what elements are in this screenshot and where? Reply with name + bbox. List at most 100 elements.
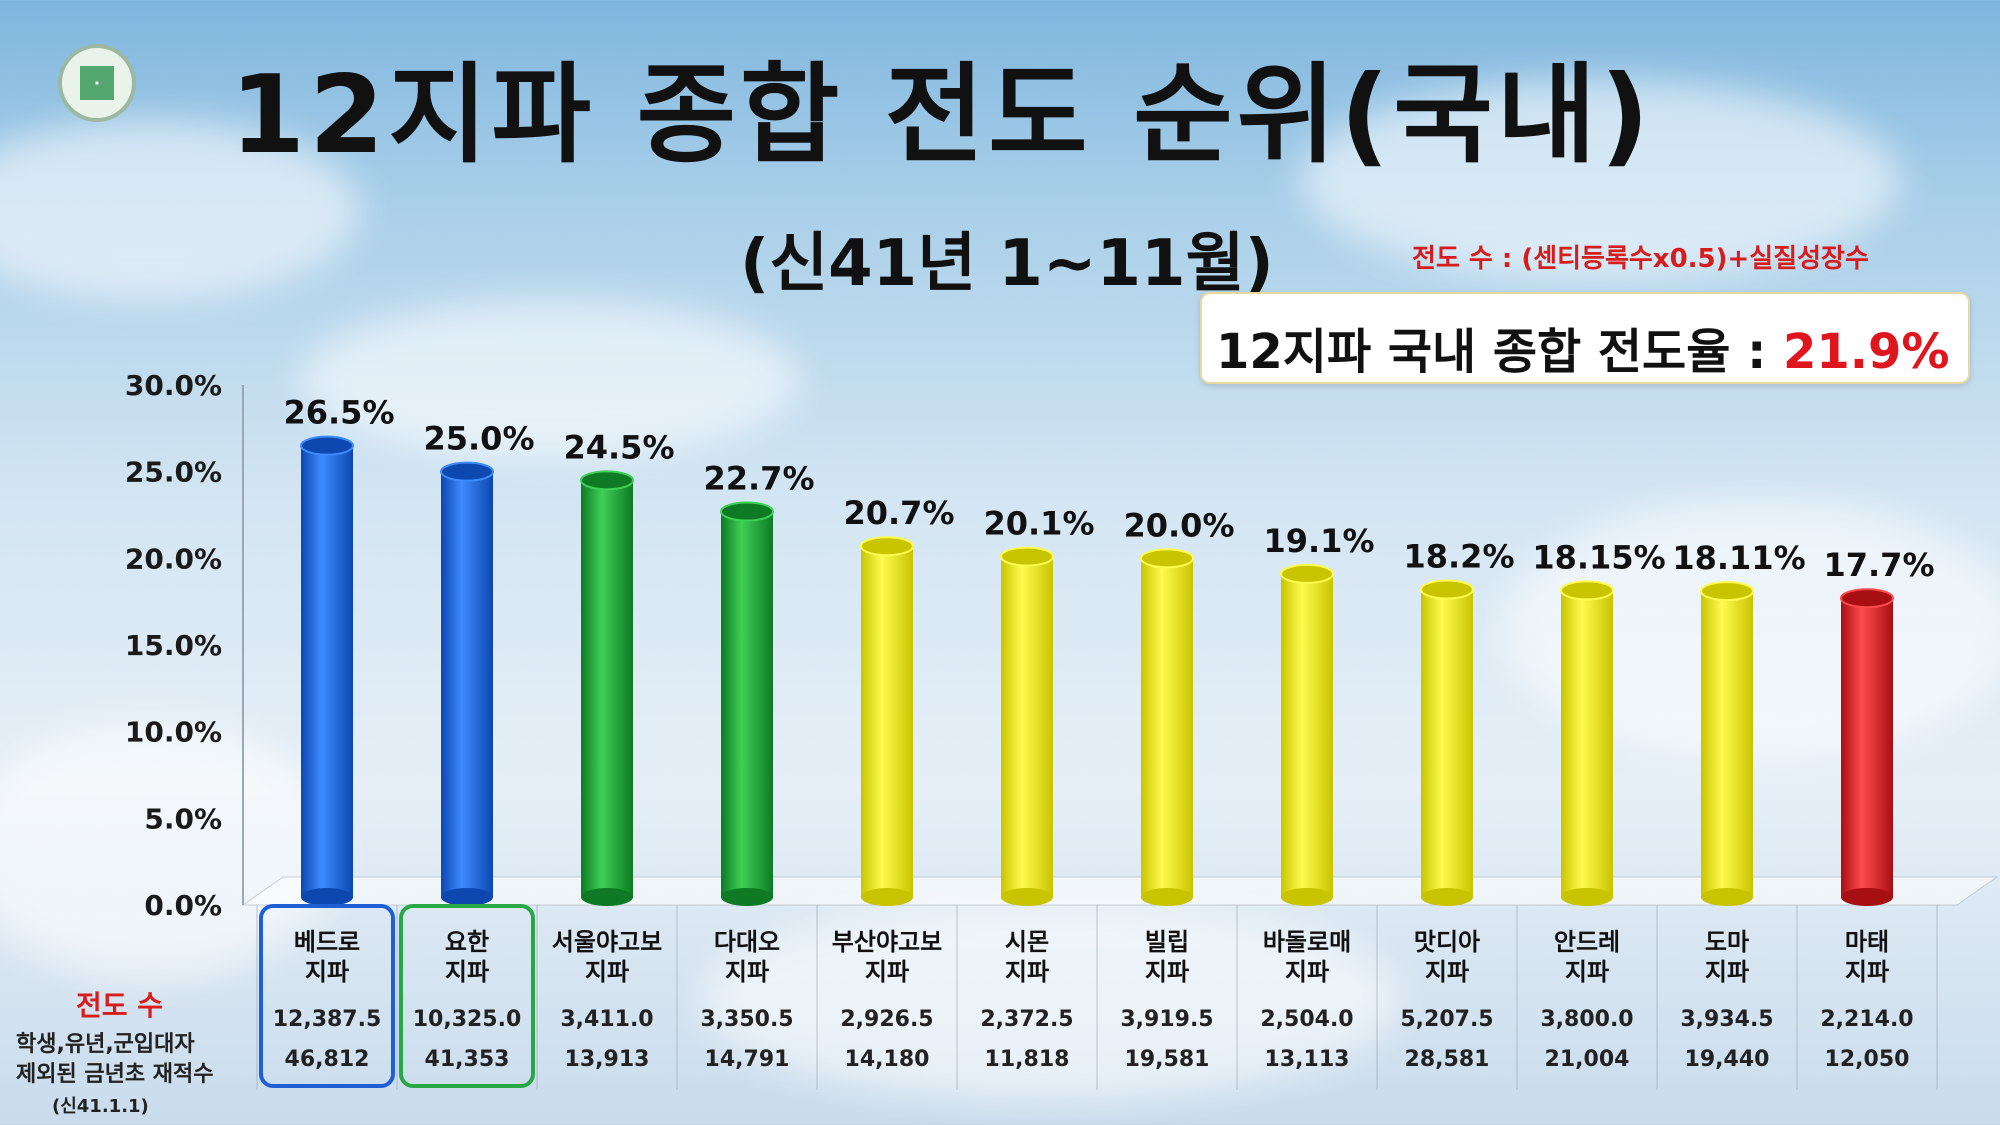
overall-rate-label: 12지파 국내 종합 전도율 : [1216,324,1783,380]
category-label: 바돌로매 [1263,928,1351,956]
bar-cap [1560,580,1614,601]
bar [441,471,493,897]
member-count: 19,581 [1125,1047,1210,1072]
bar-cap [440,461,494,482]
row-label-members-line2: 제외된 금년초 재적수 [16,1062,214,1087]
category-label: 도마 [1705,928,1749,956]
bar [1421,589,1473,897]
row-label-evangelism: 전도 수 [76,989,164,1022]
y-tick-label: 10.0% [125,716,222,749]
bar [1141,558,1193,897]
category-label: 지파 [305,958,349,986]
category-label: 지파 [865,958,909,986]
category-label: 안드레 [1554,928,1620,956]
bar-value-label: 20.7% [843,494,954,532]
member-count: 14,791 [705,1047,790,1072]
evangelism-count: 5,207.5 [1400,1007,1493,1032]
bar [1281,573,1333,897]
category-label: 지파 [1285,958,1329,986]
category-label: 지파 [1845,958,1889,986]
bar-value-label: 20.0% [1123,506,1234,544]
evangelism-count: 2,504.0 [1260,1007,1353,1032]
evangelism-count: 2,926.5 [840,1007,933,1032]
evangelism-count: 2,372.5 [980,1007,1073,1032]
member-count: 21,004 [1545,1047,1630,1072]
category-label: 지파 [1145,958,1189,986]
evangelism-count: 10,325.0 [413,1007,522,1032]
bar-value-label: 17.7% [1823,546,1934,584]
bar-base [1561,888,1613,906]
bar-cap [580,470,634,491]
bar [1841,598,1893,897]
bar-base [861,888,913,906]
chart-title: 12지파 종합 전도 순위(국내) [230,53,1654,178]
bar-base [1141,888,1193,906]
bar-cap [1280,563,1334,584]
category-label: 마태 [1845,928,1889,956]
chart-floor [241,876,1999,906]
member-count: 41,353 [425,1047,510,1072]
evangelism-count: 3,350.5 [700,1007,793,1032]
organization-logo [58,44,136,122]
bar-cap [1000,546,1054,567]
bar-value-label: 18.2% [1403,538,1514,576]
evangelism-count: 3,800.0 [1540,1007,1633,1032]
y-tick-label: 0.0% [144,889,222,922]
bar-value-label: 18.11% [1672,539,1805,577]
bar-base [1421,888,1473,906]
bar-cap [1420,579,1474,600]
bar-base [1001,888,1053,906]
y-tick-label: 30.0% [125,369,222,402]
bar-cap [300,435,354,456]
bar-base [721,888,773,906]
bar-base [581,888,633,906]
bar [581,480,633,897]
overall-rate-box: 12지파 국내 종합 전도율 : 21.9% [1200,292,1970,384]
category-label: 맛디아 [1414,928,1480,956]
bar-base [1281,888,1333,906]
evangelism-count: 3,934.5 [1680,1007,1773,1032]
bar-cap [720,501,774,522]
evangelism-count: 12,387.5 [273,1007,382,1032]
bar-base [1701,888,1753,906]
bar-value-label: 20.1% [983,505,1094,543]
category-label: 부산야고보 [832,928,942,956]
bar-value-label: 24.5% [563,428,674,466]
category-label: 서울야고보 [552,928,662,956]
bar-value-label: 22.7% [703,460,814,498]
bar-cap [1140,548,1194,569]
member-count: 28,581 [1405,1047,1490,1072]
member-count: 46,812 [285,1047,370,1072]
category-label: 베드로 [294,928,360,956]
bar-value-label: 19.1% [1263,522,1374,560]
category-label: 시몬 [1005,928,1049,956]
bar-value-label: 18.15% [1532,538,1665,576]
bar [1561,590,1613,897]
evangelism-count: 3,411.0 [560,1007,653,1032]
bar-value-label: 25.0% [423,420,534,458]
bar [721,511,773,897]
member-count: 11,818 [985,1047,1070,1072]
bar-cap [1700,581,1754,602]
evangelism-count: 3,919.5 [1120,1007,1213,1032]
y-tick-label: 25.0% [125,456,222,489]
bar [1701,591,1753,897]
y-tick-label: 5.0% [144,802,222,835]
category-label: 지파 [1005,958,1049,986]
period-subtitle: (신41년 1~11월) [740,227,1274,301]
category-label: 지파 [1705,958,1749,986]
category-label: 지파 [1565,958,1609,986]
category-label: 지파 [445,958,489,986]
evangelism-count: 2,214.0 [1820,1007,1913,1032]
highlight-box [259,904,395,1088]
category-label: 빌립 [1145,928,1189,956]
category-label: 요한 [445,928,489,956]
bar-value-label: 26.5% [283,394,394,432]
category-label: 지파 [1425,958,1469,986]
member-count: 19,440 [1685,1047,1770,1072]
member-count: 12,050 [1825,1047,1910,1072]
category-label: 다대오 [714,928,780,956]
member-count: 14,180 [845,1047,930,1072]
bar [1001,556,1053,897]
